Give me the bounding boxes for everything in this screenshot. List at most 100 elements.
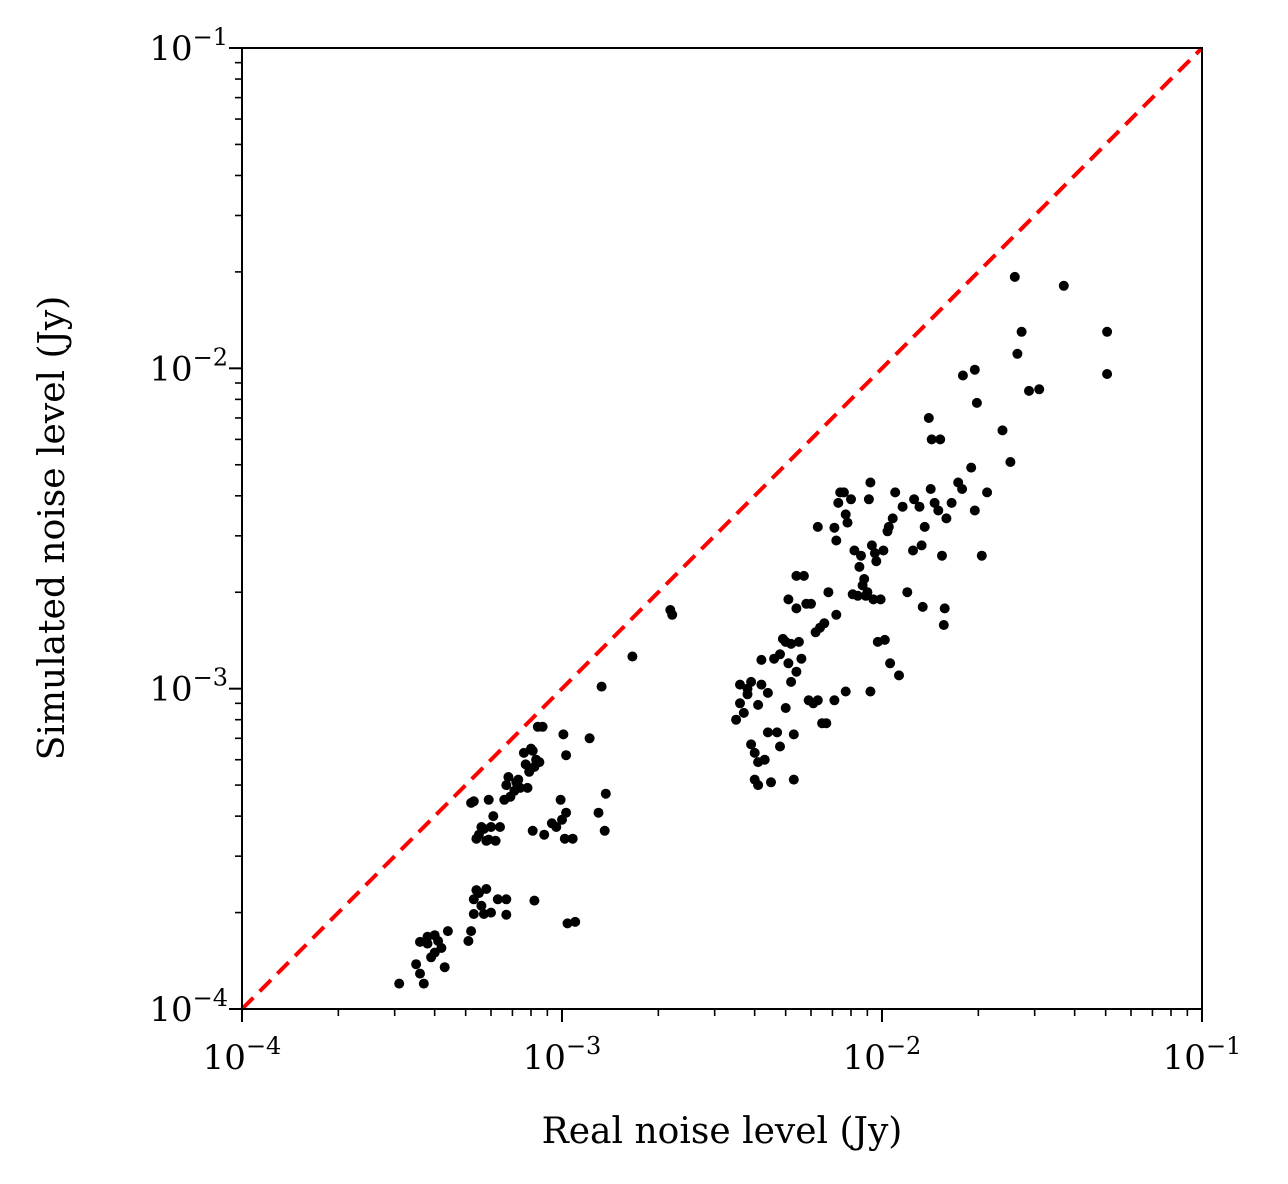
data-point	[885, 658, 896, 669]
data-point	[935, 434, 946, 445]
data-point	[551, 822, 562, 832]
x-axis-label: Real noise level (Jy)	[542, 1111, 903, 1152]
data-point	[756, 654, 767, 665]
data-point	[503, 772, 514, 782]
data-point	[468, 909, 479, 919]
data-point	[957, 370, 968, 381]
data-point	[812, 521, 823, 532]
data-point	[1102, 369, 1113, 379]
data-point	[976, 550, 987, 561]
data-point	[415, 936, 425, 947]
data-point	[1009, 271, 1020, 282]
data-point	[527, 745, 538, 756]
x-tick-label-exponent: −4	[246, 1032, 281, 1060]
y-axis-label: Simulated noise level (Jy)	[32, 296, 73, 761]
minor-ticks	[235, 61, 1189, 1016]
data-point	[483, 794, 494, 805]
data-point	[783, 658, 794, 669]
data-point	[501, 909, 512, 920]
data-point	[865, 686, 876, 697]
x-tick-label-base: 10	[203, 1038, 246, 1078]
data-point	[957, 484, 968, 494]
data-point	[890, 487, 901, 498]
data-point	[916, 540, 927, 551]
y-tick-label: 10−2	[149, 343, 228, 389]
data-point	[791, 603, 802, 614]
data-point	[562, 918, 573, 929]
data-point	[840, 686, 851, 697]
data-point	[788, 774, 799, 785]
data-point	[772, 727, 783, 738]
data-point	[840, 509, 851, 520]
data-point	[753, 780, 764, 791]
data-point	[914, 501, 925, 512]
data-point	[756, 679, 767, 690]
data-point	[902, 587, 913, 598]
data-point	[559, 833, 570, 844]
data-point	[488, 811, 499, 822]
data-point	[878, 545, 889, 556]
data-point	[926, 434, 937, 445]
data-point	[941, 513, 952, 524]
data-point	[862, 587, 873, 598]
data-point	[735, 698, 745, 709]
data-point	[539, 829, 550, 840]
y-tick-label: 10−3	[149, 664, 228, 710]
data-point	[846, 494, 856, 505]
data-point	[883, 521, 894, 532]
data-point	[418, 978, 429, 989]
data-point	[897, 501, 908, 512]
y-tick-label-exponent: −2	[193, 343, 228, 371]
data-point	[731, 714, 742, 725]
data-point	[938, 620, 949, 630]
data-point	[838, 487, 849, 498]
data-point	[570, 916, 581, 927]
data-point	[1012, 348, 1023, 359]
data-point	[749, 747, 760, 758]
data-point	[561, 807, 572, 818]
x-tick-label: 10−2	[843, 1032, 922, 1078]
data-point	[1024, 385, 1034, 396]
data-point	[515, 782, 526, 793]
data-point	[908, 545, 918, 556]
data-point	[923, 413, 934, 423]
data-point	[476, 900, 487, 911]
data-point	[596, 681, 607, 692]
data-point	[997, 425, 1008, 436]
data-point	[486, 907, 496, 918]
data-point	[593, 807, 604, 818]
data-point	[567, 833, 578, 844]
data-point	[793, 636, 804, 647]
data-point	[667, 609, 678, 620]
data-point	[969, 364, 980, 375]
data-point	[869, 548, 880, 559]
data-point	[812, 695, 823, 706]
data-point	[466, 926, 477, 937]
plot-frame	[241, 47, 1203, 1010]
data-point	[555, 794, 566, 805]
data-point	[856, 550, 866, 561]
x-tick-label: 10−3	[523, 1032, 602, 1078]
data-point	[925, 484, 936, 494]
x-tick-label-exponent: −1	[1206, 1032, 1241, 1060]
data-point	[422, 931, 433, 942]
data-point	[762, 727, 773, 738]
data-point	[786, 638, 797, 649]
data-point	[429, 947, 440, 958]
data-point	[394, 978, 405, 989]
data-point	[766, 777, 776, 788]
data-point	[599, 825, 610, 836]
data-point	[1034, 384, 1045, 395]
data-point	[780, 703, 791, 713]
data-point	[558, 729, 569, 740]
y-tick-label-base: 10	[149, 29, 192, 69]
data-point	[522, 782, 533, 793]
y-tick-label-base: 10	[149, 670, 192, 710]
data-point	[753, 699, 764, 710]
data-point	[1016, 326, 1027, 337]
data-point	[831, 535, 842, 546]
data-point	[971, 397, 982, 408]
y-tick-label-base: 10	[149, 990, 192, 1030]
data-point	[492, 894, 503, 905]
